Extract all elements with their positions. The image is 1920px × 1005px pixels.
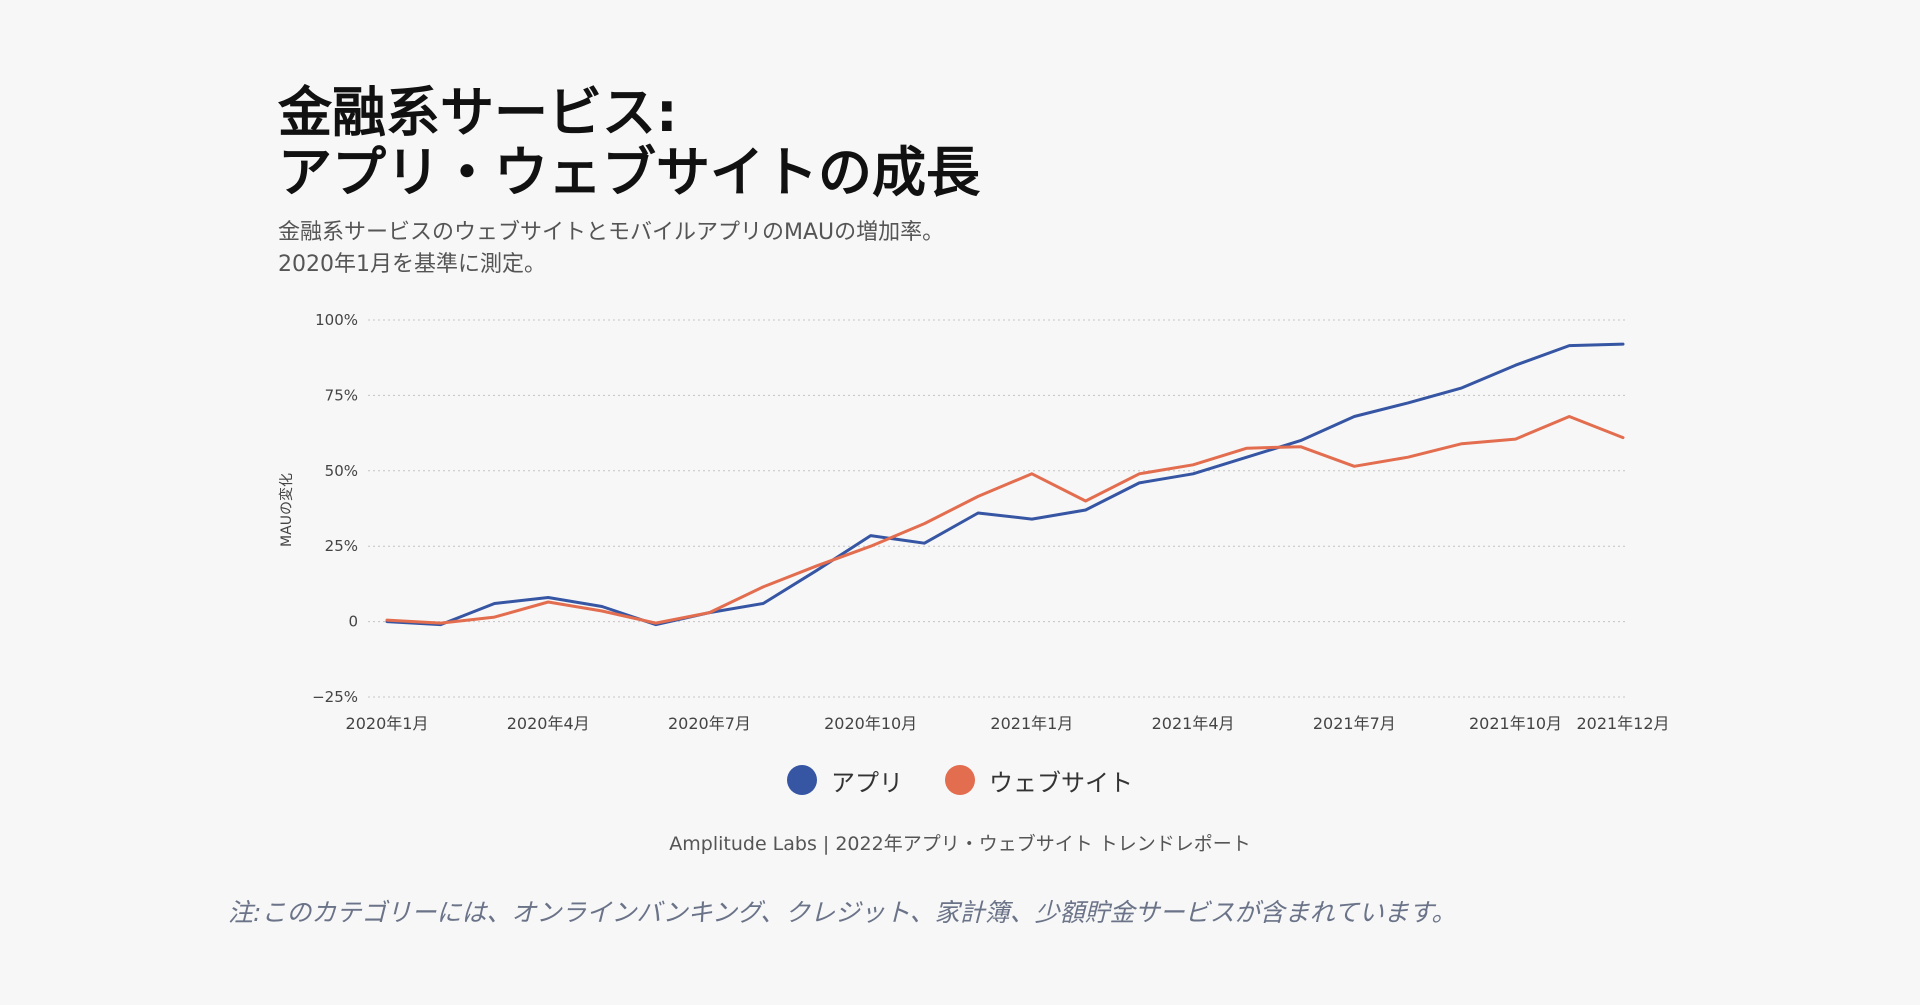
x-tick-label: 2020年7月: [668, 714, 751, 733]
legend-swatch-app: [787, 765, 817, 795]
legend-label-website: ウェブサイト: [989, 768, 1133, 797]
y-tick-label: 100%: [315, 311, 358, 329]
x-tick-label: 2021年4月: [1152, 714, 1235, 733]
line-chart: −25% 0 25% 50% 75% 100% 2020年1月 2020年4月 2020年7月 2…: [278, 311, 1670, 733]
x-tick-label: 2021年7月: [1313, 714, 1396, 733]
chart-legend: アプリ ウェブサイト: [0, 760, 1920, 800]
x-tick-label: 2021年12月: [1576, 714, 1669, 733]
y-tick-label: 50%: [325, 462, 358, 480]
y-tick-label: 25%: [325, 537, 358, 555]
x-tick-label: 2020年10月: [824, 714, 917, 733]
x-tick-label: 2020年1月: [346, 714, 429, 733]
y-axis-label: MAUの変化: [278, 473, 295, 547]
x-tick-label: 2021年10月: [1469, 714, 1562, 733]
chart-subtitle-line-1: 金融系サービスのウェブサイトとモバイルアプリのMAUの増加率。: [278, 220, 945, 245]
x-tick-label: 2021年1月: [990, 714, 1073, 733]
x-tick-label: 2020年4月: [507, 714, 590, 733]
y-tick-label: 75%: [325, 386, 358, 404]
chart-title-line-1: 金融系サービス:: [278, 81, 678, 144]
source-credit: Amplitude Labs | 2022年アプリ・ウェブサイト トレンドレポー…: [669, 833, 1251, 855]
series-line-app: [385, 342, 1625, 627]
series-line-website: [385, 415, 1625, 625]
footnote: 注:このカテゴリーには、オンラインバンキング、クレジット、家計簿、少額貯金サービ…: [228, 898, 1457, 927]
chart-subtitle-line-2: 2020年1月を基準に測定。: [278, 252, 546, 277]
y-tick-label: 0: [348, 613, 358, 631]
legend-item-app: アプリ: [787, 763, 903, 798]
legend-label-app: アプリ: [831, 768, 903, 797]
legend-swatch-website: [945, 765, 975, 795]
y-tick-label: −25%: [312, 688, 358, 706]
legend-item-website: ウェブサイト: [945, 763, 1133, 798]
chart-title-line-2: アプリ・ウェブサイトの成長: [278, 141, 980, 204]
